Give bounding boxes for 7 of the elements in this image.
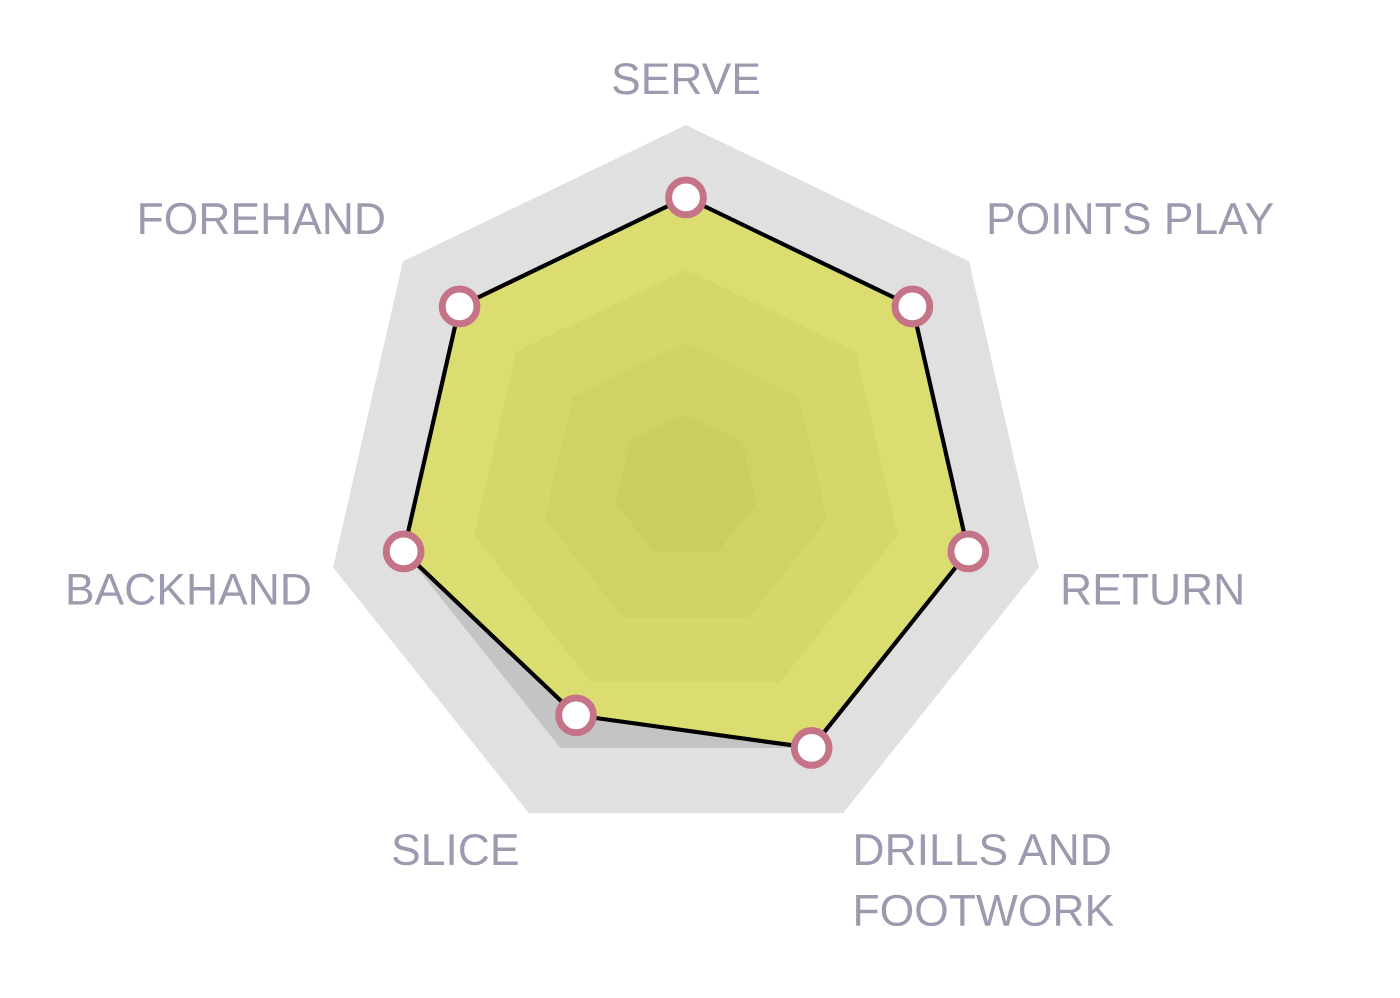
spoke-label: BACKHAND	[68, 573, 310, 606]
spoke-label: SERVE	[613, 63, 760, 95]
spoke-label: RETURN	[1063, 574, 1242, 606]
spoke-label: FOREHAND	[140, 202, 384, 235]
spoke-label: POINTS PLAY	[989, 202, 1274, 235]
spoke-label: SLICE	[393, 833, 518, 866]
spoke-label: DRILLS AND FOOTWORK	[856, 833, 1114, 927]
